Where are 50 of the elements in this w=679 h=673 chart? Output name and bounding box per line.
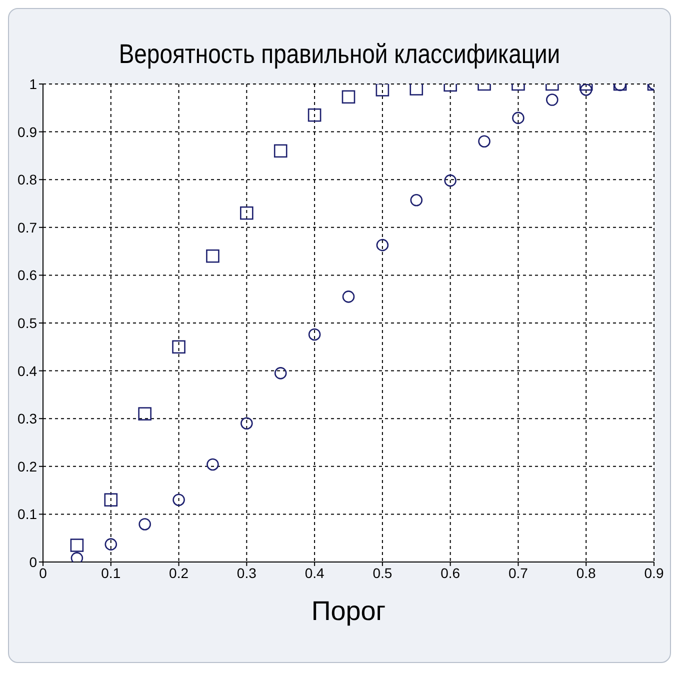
x-axis-title: Порог [311,596,386,626]
point [376,238,389,252]
y-tick-label: 0.6 [18,267,38,284]
point [172,494,185,506]
x-tick-label: 0.3 [236,564,257,581]
x-tick-label: 0.5 [372,564,392,581]
point [138,518,151,530]
point [444,174,456,187]
y-tick-label: 0.9 [18,124,38,140]
y-tick-label: 0.8 [18,172,38,188]
y-tick-label: 0.1 [18,506,38,522]
y-tick-label: 0.2 [18,458,38,474]
point [410,194,423,206]
point [138,407,152,420]
point [342,290,355,303]
point [70,538,84,552]
x-tick-label: 0.4 [304,564,324,581]
x-tick-label: 0.2 [169,564,189,581]
y-tick-label: 0.3 [18,410,38,427]
y-tick-label: 0.7 [18,219,38,236]
point [308,328,321,341]
point [274,367,287,380]
point [172,340,186,354]
point [240,417,253,430]
point [206,249,220,263]
point [206,458,219,471]
point [104,538,118,550]
y-tick-label: 0.4 [18,362,38,379]
y-tick-label: 1 [29,76,38,92]
x-tick-label: 0.8 [576,564,596,581]
x-tick-label: 0.7 [508,564,528,581]
point [580,84,592,96]
point [546,94,558,106]
point [274,144,288,158]
point [342,90,356,104]
point [478,135,490,148]
x-tick-label: 0.1 [101,564,121,581]
x-tick-label: 0.9 [644,564,664,581]
point [308,108,322,122]
point [240,206,254,220]
point [376,84,390,96]
chart-title: Вероятность правильной классификации [118,39,562,70]
point [70,552,84,562]
point [512,112,524,124]
point [104,493,118,507]
y-tick-label: 0.5 [18,314,38,331]
y-tick-label: 0 [29,554,38,570]
x-tick-label: 0.6 [440,564,460,581]
point [410,84,424,96]
x-tick-label: 0 [39,564,48,581]
